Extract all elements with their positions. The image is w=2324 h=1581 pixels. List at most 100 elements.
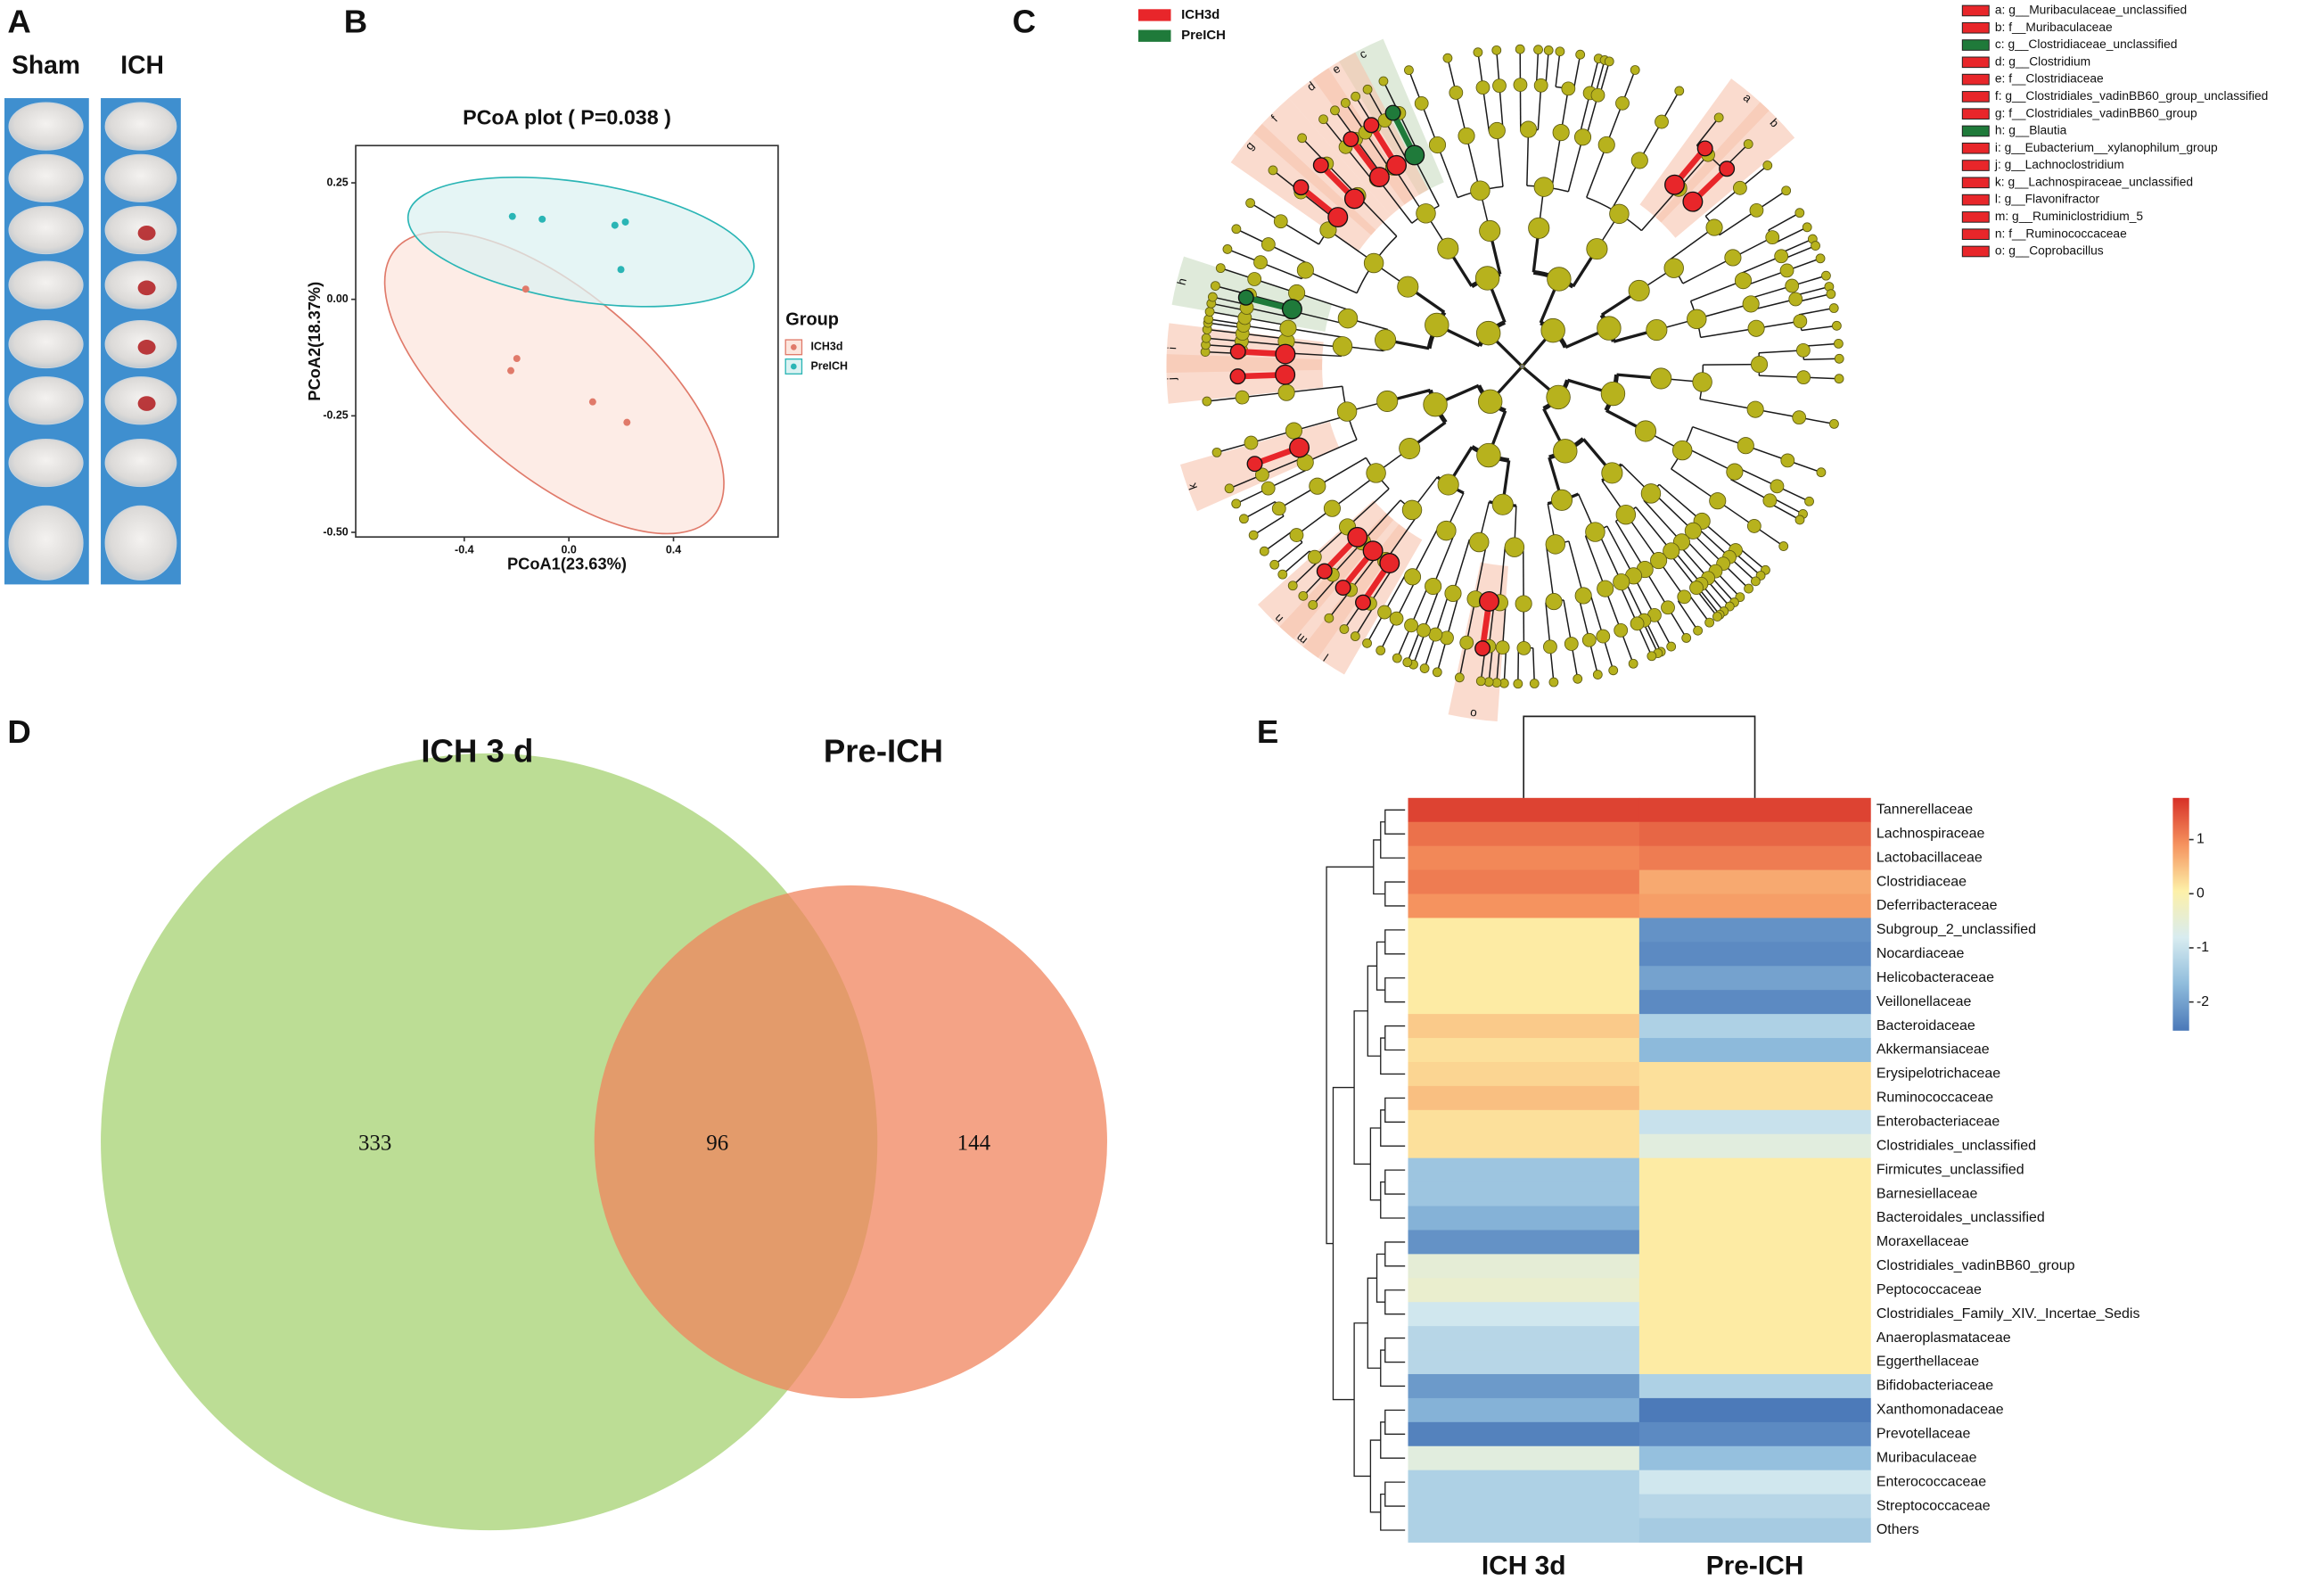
panel-label: A bbox=[7, 4, 30, 40]
taxon-label: g: f__Clostridiales_vadinBB60_group bbox=[1995, 106, 2197, 119]
tree-node bbox=[1794, 208, 1805, 218]
tree-node bbox=[1340, 98, 1351, 108]
tree-node bbox=[1811, 241, 1820, 251]
cladogram-legend: ICH3d PreICH a: g__Muribaculaceae_unclassi… bbox=[1137, 4, 2268, 258]
tree-node bbox=[1634, 420, 1657, 442]
tree-node bbox=[1592, 670, 1603, 679]
heat-cell bbox=[1638, 1206, 1871, 1231]
brain-slice bbox=[8, 319, 84, 369]
tree-node bbox=[1323, 499, 1341, 517]
row-label: Subgroup_2_unclassified bbox=[1876, 922, 2036, 937]
heat-cell bbox=[1638, 1182, 1871, 1207]
brain-slice bbox=[8, 505, 84, 581]
heat-cell bbox=[1638, 1421, 1871, 1447]
row-label: Veillonellaceae bbox=[1876, 994, 1972, 1009]
tree-node bbox=[1419, 663, 1430, 673]
tree-node bbox=[1442, 53, 1453, 63]
brain-slice bbox=[104, 102, 177, 151]
taxon-label: a: g__Muribaculaceae_unclassified bbox=[1995, 4, 2187, 17]
tree-node bbox=[1491, 493, 1514, 515]
tree-node bbox=[1277, 569, 1288, 580]
tree-node bbox=[1734, 272, 1753, 290]
brain-slice bbox=[8, 260, 84, 309]
branch bbox=[1280, 220, 1319, 245]
tree-node bbox=[1287, 581, 1298, 591]
heat-cell bbox=[1408, 1182, 1640, 1207]
column-label: Pre-ICH bbox=[1706, 1552, 1804, 1581]
heat-cell bbox=[1638, 1038, 1871, 1063]
row-label: Peptococcaceae bbox=[1876, 1282, 1982, 1297]
tree-node bbox=[1423, 391, 1448, 417]
row-dendrogram bbox=[1376, 1253, 1385, 1303]
heat-cell bbox=[1408, 1278, 1640, 1303]
heat-cell bbox=[1408, 1109, 1640, 1135]
heat-cell bbox=[1408, 1038, 1640, 1063]
color-tick-label: -2 bbox=[2197, 994, 2209, 1009]
branch bbox=[1737, 547, 1766, 571]
tree-node bbox=[1479, 219, 1501, 243]
branch bbox=[1699, 398, 1756, 410]
clade-node bbox=[1327, 207, 1349, 228]
branch bbox=[1798, 307, 1835, 316]
tree-node bbox=[1833, 338, 1844, 349]
heat-cell bbox=[1638, 845, 1871, 871]
tree-node bbox=[1543, 45, 1554, 55]
branch bbox=[1384, 572, 1408, 613]
tree-node bbox=[1834, 374, 1844, 384]
venn-panel: ICH 3 d Pre-ICH 333 96 144 bbox=[101, 733, 1107, 1531]
tree-node bbox=[1515, 595, 1532, 613]
count-label: 144 bbox=[957, 1132, 991, 1156]
clade-label: l bbox=[1321, 651, 1331, 663]
branch bbox=[1410, 584, 1430, 626]
clade-node bbox=[1237, 289, 1254, 306]
clade-node bbox=[1246, 456, 1263, 473]
branch bbox=[1496, 130, 1504, 187]
set-circle bbox=[594, 885, 1107, 1399]
row-label: Moraxellaceae bbox=[1876, 1234, 1969, 1249]
row-label: Others bbox=[1876, 1522, 1919, 1537]
taxon-swatch bbox=[1961, 21, 1990, 34]
tree-node bbox=[1742, 295, 1760, 313]
tree-node bbox=[1543, 639, 1557, 655]
branch bbox=[1357, 194, 1398, 237]
tree-node bbox=[1332, 336, 1353, 357]
heat-cell bbox=[1638, 821, 1871, 847]
tree-node bbox=[1533, 78, 1548, 93]
tree-node bbox=[1677, 589, 1692, 605]
tree-node bbox=[1746, 400, 1764, 418]
tree-node bbox=[1202, 396, 1212, 407]
branch bbox=[1268, 468, 1309, 490]
tree-node bbox=[1269, 559, 1280, 570]
clade-node bbox=[1682, 191, 1704, 212]
heat-cell bbox=[1408, 1518, 1640, 1543]
row-label: Enterobacteriaceae bbox=[1876, 1115, 2000, 1130]
row-label: Helicobacteraceae bbox=[1876, 970, 1994, 985]
branch bbox=[1452, 539, 1471, 594]
taxon-swatch bbox=[1961, 142, 1990, 154]
heat-cell bbox=[1408, 1061, 1640, 1087]
branch bbox=[1752, 298, 1796, 311]
count-label: 96 bbox=[706, 1132, 728, 1156]
tree-node bbox=[1640, 483, 1662, 504]
tree-node bbox=[1779, 263, 1794, 278]
tree-node bbox=[1540, 317, 1565, 343]
tree-node bbox=[1795, 342, 1811, 358]
heat-cell bbox=[1408, 893, 1640, 918]
branch bbox=[1305, 269, 1358, 294]
tree-node bbox=[1491, 45, 1502, 55]
tree-node bbox=[1516, 640, 1532, 655]
row-dendrogram bbox=[1384, 881, 1406, 907]
branch bbox=[1682, 257, 1734, 284]
legend-swatch bbox=[1137, 29, 1171, 42]
tree-node bbox=[1804, 496, 1814, 506]
heat-cell bbox=[1638, 1518, 1871, 1543]
branch bbox=[1759, 375, 1804, 378]
x-tick-label: -0.4 bbox=[455, 543, 474, 556]
heat-cell bbox=[1408, 1421, 1640, 1447]
tree-node bbox=[1469, 531, 1490, 553]
tree-node bbox=[1663, 542, 1680, 560]
tree-node bbox=[1628, 658, 1638, 669]
tree-node bbox=[1597, 316, 1622, 341]
branch bbox=[1567, 136, 1584, 193]
clade-node bbox=[1343, 188, 1365, 210]
